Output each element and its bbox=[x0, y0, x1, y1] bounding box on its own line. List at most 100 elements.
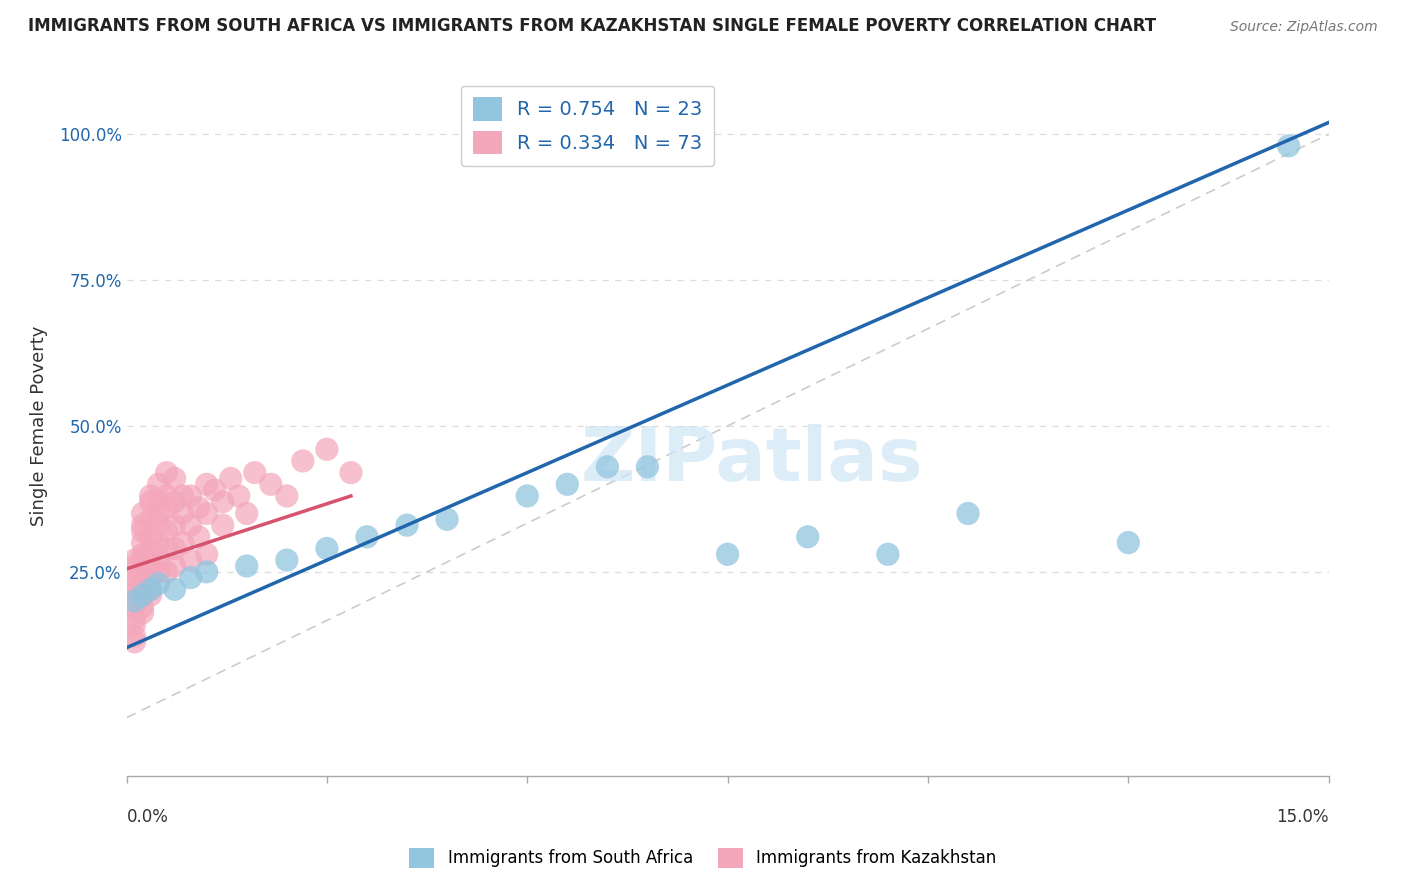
Point bbox=[396, 518, 419, 533]
Point bbox=[260, 477, 283, 491]
Point bbox=[1277, 139, 1299, 153]
Point bbox=[124, 582, 146, 597]
Point bbox=[131, 588, 153, 602]
Point bbox=[172, 535, 194, 549]
Point bbox=[131, 507, 153, 521]
Point bbox=[139, 571, 162, 585]
Point bbox=[131, 547, 153, 561]
Point bbox=[195, 507, 218, 521]
Point bbox=[163, 518, 186, 533]
Point bbox=[124, 635, 146, 649]
Point bbox=[148, 495, 170, 509]
Point bbox=[148, 477, 170, 491]
Point bbox=[235, 558, 259, 574]
Point bbox=[155, 524, 177, 538]
Point bbox=[155, 466, 177, 480]
Point bbox=[195, 547, 218, 561]
Point bbox=[315, 442, 337, 457]
Point bbox=[211, 518, 233, 533]
Point bbox=[557, 477, 579, 491]
Point bbox=[155, 565, 177, 579]
Point bbox=[436, 512, 458, 526]
Point bbox=[180, 489, 202, 503]
Point bbox=[291, 454, 314, 468]
Point bbox=[148, 553, 170, 567]
Point bbox=[877, 547, 900, 561]
Point bbox=[163, 541, 186, 556]
Point bbox=[243, 466, 266, 480]
Point bbox=[139, 582, 162, 597]
Point bbox=[131, 588, 153, 602]
Point bbox=[148, 507, 170, 521]
Point bbox=[155, 500, 177, 515]
Point bbox=[131, 553, 153, 567]
Point bbox=[148, 576, 170, 591]
Point bbox=[139, 582, 162, 597]
Text: 15.0%: 15.0% bbox=[1277, 808, 1329, 826]
Text: Source: ZipAtlas.com: Source: ZipAtlas.com bbox=[1230, 21, 1378, 34]
Point bbox=[172, 489, 194, 503]
Point bbox=[636, 459, 658, 474]
Point bbox=[716, 547, 740, 561]
Point bbox=[219, 471, 242, 485]
Point bbox=[131, 606, 153, 620]
Point bbox=[155, 489, 177, 503]
Point bbox=[148, 518, 170, 533]
Legend: Immigrants from South Africa, Immigrants from Kazakhstan: Immigrants from South Africa, Immigrants… bbox=[402, 841, 1004, 875]
Point bbox=[596, 459, 619, 474]
Point bbox=[356, 530, 378, 544]
Point bbox=[139, 588, 162, 602]
Point bbox=[139, 530, 162, 544]
Point bbox=[124, 576, 146, 591]
Text: IMMIGRANTS FROM SOUTH AFRICA VS IMMIGRANTS FROM KAZAKHSTAN SINGLE FEMALE POVERTY: IMMIGRANTS FROM SOUTH AFRICA VS IMMIGRAN… bbox=[28, 17, 1156, 35]
Point bbox=[139, 512, 162, 526]
Point bbox=[124, 558, 146, 574]
Point bbox=[124, 617, 146, 632]
Point bbox=[180, 571, 202, 585]
Point bbox=[139, 553, 162, 567]
Point bbox=[163, 495, 186, 509]
Point bbox=[124, 594, 146, 608]
Point bbox=[124, 629, 146, 643]
Point bbox=[131, 518, 153, 533]
Point bbox=[131, 565, 153, 579]
Point bbox=[180, 518, 202, 533]
Point bbox=[148, 535, 170, 549]
Legend: R = 0.754   N = 23, R = 0.334   N = 73: R = 0.754 N = 23, R = 0.334 N = 73 bbox=[461, 86, 714, 166]
Point bbox=[155, 541, 177, 556]
Point bbox=[1118, 535, 1140, 549]
Point bbox=[131, 599, 153, 614]
Point bbox=[124, 553, 146, 567]
Point bbox=[340, 466, 363, 480]
Point bbox=[139, 541, 162, 556]
Point bbox=[163, 582, 186, 597]
Point bbox=[315, 541, 337, 556]
Point bbox=[139, 495, 162, 509]
Point bbox=[124, 599, 146, 614]
Point bbox=[124, 594, 146, 608]
Point bbox=[276, 489, 298, 503]
Point bbox=[276, 553, 298, 567]
Point bbox=[516, 489, 538, 503]
Point bbox=[172, 507, 194, 521]
Text: ZIPatlas: ZIPatlas bbox=[581, 425, 922, 498]
Point bbox=[139, 558, 162, 574]
Point bbox=[131, 576, 153, 591]
Point bbox=[148, 565, 170, 579]
Point bbox=[187, 530, 209, 544]
Point bbox=[180, 553, 202, 567]
Y-axis label: Single Female Poverty: Single Female Poverty bbox=[30, 326, 48, 526]
Point bbox=[235, 507, 259, 521]
Point bbox=[195, 477, 218, 491]
Point bbox=[195, 565, 218, 579]
Point bbox=[204, 483, 226, 497]
Point bbox=[131, 535, 153, 549]
Point bbox=[211, 495, 233, 509]
Point bbox=[163, 558, 186, 574]
Point bbox=[131, 524, 153, 538]
Point bbox=[163, 471, 186, 485]
Point bbox=[124, 611, 146, 625]
Point bbox=[139, 489, 162, 503]
Point bbox=[228, 489, 250, 503]
Text: 0.0%: 0.0% bbox=[127, 808, 169, 826]
